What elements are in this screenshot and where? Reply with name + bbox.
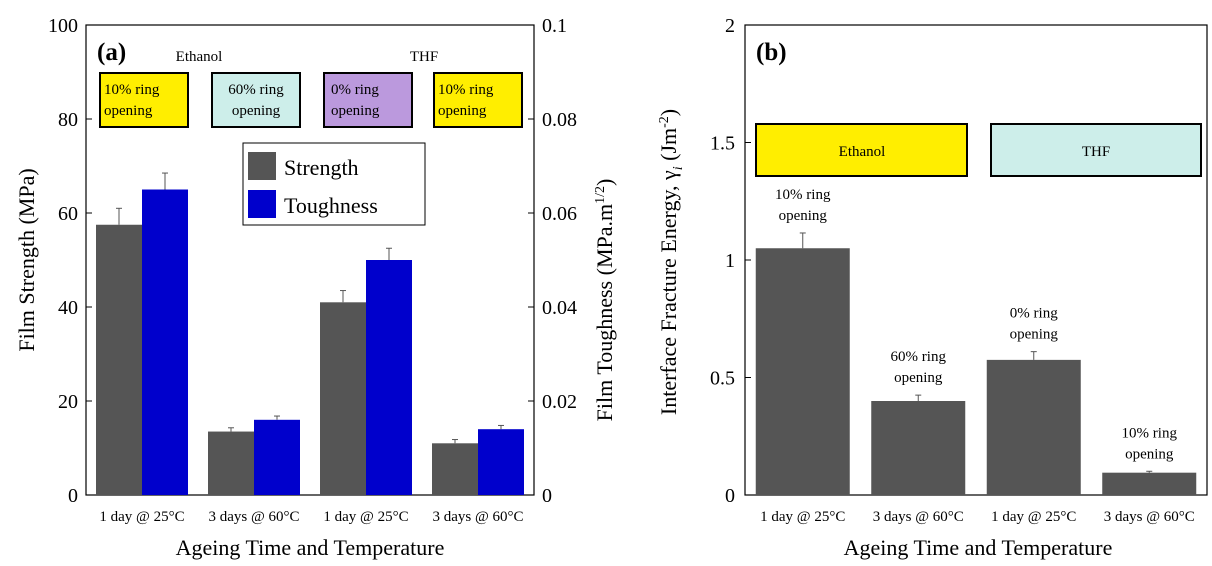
- panel-a-y2-axis-title: Film Toughness (MPa.m1/2): [592, 179, 617, 422]
- panel-b-x-tick-label: 3 days @ 60°C: [873, 509, 964, 525]
- panel-a-annotation-box: [323, 72, 413, 128]
- panel-b-y-axis-title-sub: i: [671, 166, 686, 170]
- panel-b-annotation-line1: 10% ring: [775, 187, 831, 203]
- panel-b-x-tick-label: 1 day @ 25°C: [991, 509, 1076, 525]
- panel-a-bars: 1 day @ 25°C 3 days @ 60°C 1 day @ 25°C 3 d…: [96, 172, 524, 525]
- panel-b-bar: [986, 359, 1081, 495]
- panel-b-bars: 1 day @ 25°C 3 days @ 60°C 1 day @ 25°C 3 d…: [755, 232, 1197, 525]
- panel-b-label: (b): [756, 39, 787, 66]
- panel-a-y2-axis-title-sup: 1/2: [593, 186, 608, 204]
- panel-a-legend: Strength Toughness: [242, 142, 426, 226]
- panel-b-annotations: 10% ring opening 60% ring opening 0% ring ope…: [775, 187, 1177, 462]
- panel-b-annotation-line2: opening: [779, 208, 828, 224]
- panel-a-bar-strength: [96, 224, 142, 495]
- panel-b-annotation-line1: 60% ring: [891, 349, 947, 365]
- panel-a-y-tick-label: 20: [58, 391, 78, 413]
- panel-b-group-label-ethanol: Ethanol: [839, 144, 886, 160]
- panel-a-annotation-line2: opening: [104, 103, 153, 119]
- panel-b-group-box-thf: [990, 123, 1202, 177]
- panel-b-y-axis-title-sup: -2: [657, 116, 672, 128]
- panel-b-x-axis-title: Ageing Time and Temperature: [844, 535, 1113, 560]
- panel-b-annotation-line1: 0% ring: [1010, 306, 1058, 322]
- panel-a-x-tick-label: 1 day @ 25°C: [323, 509, 408, 525]
- panel-a-bar-toughness: [254, 419, 300, 495]
- panel-a-bar-toughness: [366, 260, 412, 495]
- panel-b-annotation-line2: opening: [894, 370, 943, 386]
- panel-a-ticks: 0 20 40 60 80 100 0 0.02 0.04 0.06 0.08 0.1: [48, 15, 577, 507]
- panel-a-bar-strength: [320, 302, 366, 495]
- panel-a-y2-tick-label: 0: [542, 485, 552, 507]
- panel-a-plot-frame: [85, 24, 535, 496]
- panel-a-annotation-line1: 60% ring: [228, 82, 284, 98]
- panel-b-y-axis-title-unit: (Jm: [656, 128, 681, 167]
- panel-b: 00.511.52 1 day @ 25°C 3 days @ 60°C 1 day…: [656, 15, 1208, 560]
- panel-b-group-box-ethanol: [755, 123, 968, 177]
- panel-b-annotation-line2: opening: [1010, 327, 1059, 343]
- panel-a-annotation-line2: opening: [232, 103, 281, 119]
- panel-a-y-tick-label: 60: [58, 203, 78, 225]
- panel-a-x-tick-label: 3 days @ 60°C: [432, 509, 523, 525]
- panel-a-y2-tick-label: 0.02: [542, 391, 577, 413]
- panel-a-annotation-box: [433, 72, 523, 128]
- panel-b-ticks: 0 0.5 1 1.5 2: [710, 15, 751, 507]
- panel-a-y2-tick-label: 0.06: [542, 203, 577, 225]
- panel-a-y-tick-label: 80: [58, 109, 78, 131]
- panel-a: 0 20 40 60 80 100 0 0.02 0.04 0.06 0.08 0.1 1 day @…: [14, 15, 617, 560]
- panel-b-y-tick-label: 1: [725, 250, 735, 272]
- panel-a-y-tick-label: 40: [58, 297, 78, 319]
- panel-a-x-tick-label: 3 days @ 60°C: [208, 509, 299, 525]
- panel-a-y2-axis-title-main: Film Toughness (MPa.m: [592, 204, 617, 421]
- legend-label-toughness: Toughness: [284, 193, 378, 218]
- panel-a-annotation-box: [99, 72, 189, 128]
- panel-b-bar: [871, 401, 966, 495]
- legend-swatch-strength: [248, 152, 276, 180]
- panel-b-y-axis-title-end: ): [656, 109, 681, 116]
- panel-a-y2-axis-title-end: ): [592, 179, 617, 186]
- panel-a-x-tick-label: 1 day @ 25°C: [99, 509, 184, 525]
- panel-a-annotation-line1: 10% ring: [104, 82, 160, 98]
- panel-a-annotation-line2: opening: [438, 103, 487, 119]
- panel-b-bar: [755, 248, 850, 495]
- panel-a-y-tick-label: 100: [48, 15, 78, 37]
- panel-b-x-tick-label: 1 day @ 25°C: [760, 509, 845, 525]
- panel-a-x-axis-title: Ageing Time and Temperature: [176, 535, 445, 560]
- panel-b-y-axis-title: Interface Fracture Energy, γi (Jm-2): [656, 109, 686, 415]
- panel-a-label: (a): [97, 39, 126, 66]
- panel-a-y2-tick-label: 0.1: [542, 15, 567, 37]
- panel-b-y-axis-title-main: Interface Fracture Energy, γ: [656, 170, 681, 415]
- panel-a-annotation-box: [211, 72, 301, 128]
- panel-b-group-label-thf: THF: [1082, 144, 1110, 160]
- panel-b-annotation-line1: 10% ring: [1122, 425, 1178, 441]
- panel-b-x-tick-label: 3 days @ 60°C: [1104, 509, 1195, 525]
- legend-swatch-toughness: [248, 190, 276, 218]
- panel-a-bar-strength: [208, 431, 254, 495]
- panel-a-annotation-line1: 10% ring: [438, 82, 494, 98]
- panel-a-bar-strength: [432, 443, 478, 495]
- panel-b-y-tick-label: 1.5: [710, 133, 735, 155]
- panel-b-annotation-line2: opening: [1125, 446, 1174, 462]
- legend-label-strength: Strength: [284, 155, 359, 180]
- panel-a-y2-tick-label: 0.04: [542, 297, 577, 319]
- panel-b-y-tick-label: 2: [725, 15, 735, 37]
- panel-b-bar: [1102, 472, 1197, 495]
- panel-b-y-tick-label: 0: [725, 485, 735, 507]
- panel-a-group-label-ethanol: Ethanol: [176, 49, 223, 65]
- panel-a-annotation-line2: opening: [331, 103, 380, 119]
- panel-a-bar-toughness: [142, 189, 188, 495]
- panel-a-annotation-line1: 0% ring: [331, 82, 379, 98]
- panel-a-bar-toughness: [478, 429, 524, 495]
- panel-a-y-axis-title: Film Strength (MPa): [14, 168, 39, 351]
- panel-a-group-label-thf: THF: [410, 49, 438, 65]
- panel-a-y-tick-label: 0: [68, 485, 78, 507]
- panel-b-y-tick-label: 0.5: [710, 368, 735, 390]
- panel-a-y2-tick-label: 0.08: [542, 109, 577, 131]
